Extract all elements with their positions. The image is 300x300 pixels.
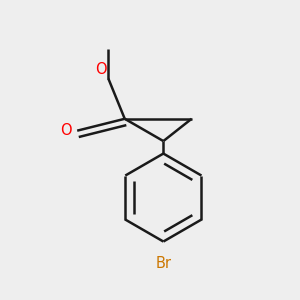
Text: Br: Br — [155, 256, 171, 271]
Text: O: O — [60, 123, 72, 138]
Text: O: O — [95, 62, 107, 77]
